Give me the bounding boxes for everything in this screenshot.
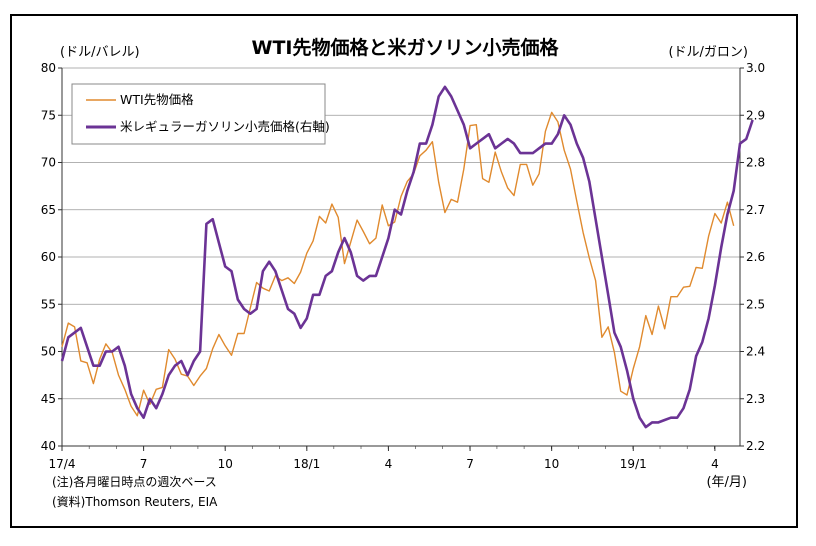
left-tick-label: 75 xyxy=(41,108,56,122)
series-line-wti xyxy=(61,111,735,417)
left-tick-label: 55 xyxy=(41,297,56,311)
right-axis-unit: (ドル/ガロン) xyxy=(668,45,748,60)
footnote-source: (資料)Thomson Reuters, EIA xyxy=(52,495,218,509)
x-tick-label: 4 xyxy=(711,457,719,471)
x-tick-label: 10 xyxy=(218,457,233,471)
right-tick-label: 2.6 xyxy=(746,250,765,264)
x-axis-unit: (年/月) xyxy=(706,475,747,490)
x-tick-label: 18/1 xyxy=(293,457,320,471)
tick-labels: 40 45 50 55 60 65 70 75 80 2.2 2.3 2.4 2.5 2.6 2.7 2.8 2… xyxy=(41,61,765,471)
left-tick-label: 45 xyxy=(41,392,56,406)
series-line-gasoline xyxy=(60,85,754,429)
chart-frame: 40 45 50 55 60 65 70 75 80 2.2 2.3 2.4 2.5 2.6 2.7 2.8 2… xyxy=(10,14,798,528)
series xyxy=(60,85,754,429)
chart-title: WTI先物価格と米ガソリン小売価格 xyxy=(252,36,560,59)
right-tick-label: 2.9 xyxy=(746,108,765,122)
x-tick-label: 4 xyxy=(385,457,393,471)
x-tick-label: 7 xyxy=(466,457,474,471)
right-tick-label: 2.2 xyxy=(746,439,765,453)
left-tick-label: 60 xyxy=(41,250,56,264)
legend-label-wti: WTI先物価格 xyxy=(120,92,194,107)
left-axis-unit: (ドル/バレル) xyxy=(60,45,140,60)
line-chart: 40 45 50 55 60 65 70 75 80 2.2 2.3 2.4 2.5 2.6 2.7 2.8 2… xyxy=(41,36,765,509)
legend-label-gasoline: 米レギュラーガソリン小売価格(右軸) xyxy=(120,119,330,134)
legend-box xyxy=(71,83,326,145)
legend: WTI先物価格 米レギュラーガソリン小売価格(右軸) xyxy=(71,83,330,145)
left-tick-label: 50 xyxy=(41,345,56,359)
left-tick-label: 40 xyxy=(41,439,56,453)
left-tick-label: 65 xyxy=(41,203,56,217)
x-tick-label: 19/1 xyxy=(620,457,647,471)
right-tick-label: 3.0 xyxy=(746,61,765,75)
right-tick-label: 2.8 xyxy=(746,156,765,170)
right-tick-label: 2.3 xyxy=(746,392,765,406)
footnote-note: (注)各月曜日時点の週次ベース xyxy=(52,474,217,489)
right-tick-label: 2.5 xyxy=(746,297,765,311)
right-tick-label: 2.7 xyxy=(746,203,765,217)
x-tick-label: 7 xyxy=(140,457,148,471)
x-tick-label: 10 xyxy=(544,457,559,471)
x-tick-label: 17/4 xyxy=(49,457,76,471)
right-tick-label: 2.4 xyxy=(746,345,765,359)
axes xyxy=(58,67,744,451)
left-tick-label: 70 xyxy=(41,156,56,170)
left-tick-label: 80 xyxy=(41,61,56,75)
